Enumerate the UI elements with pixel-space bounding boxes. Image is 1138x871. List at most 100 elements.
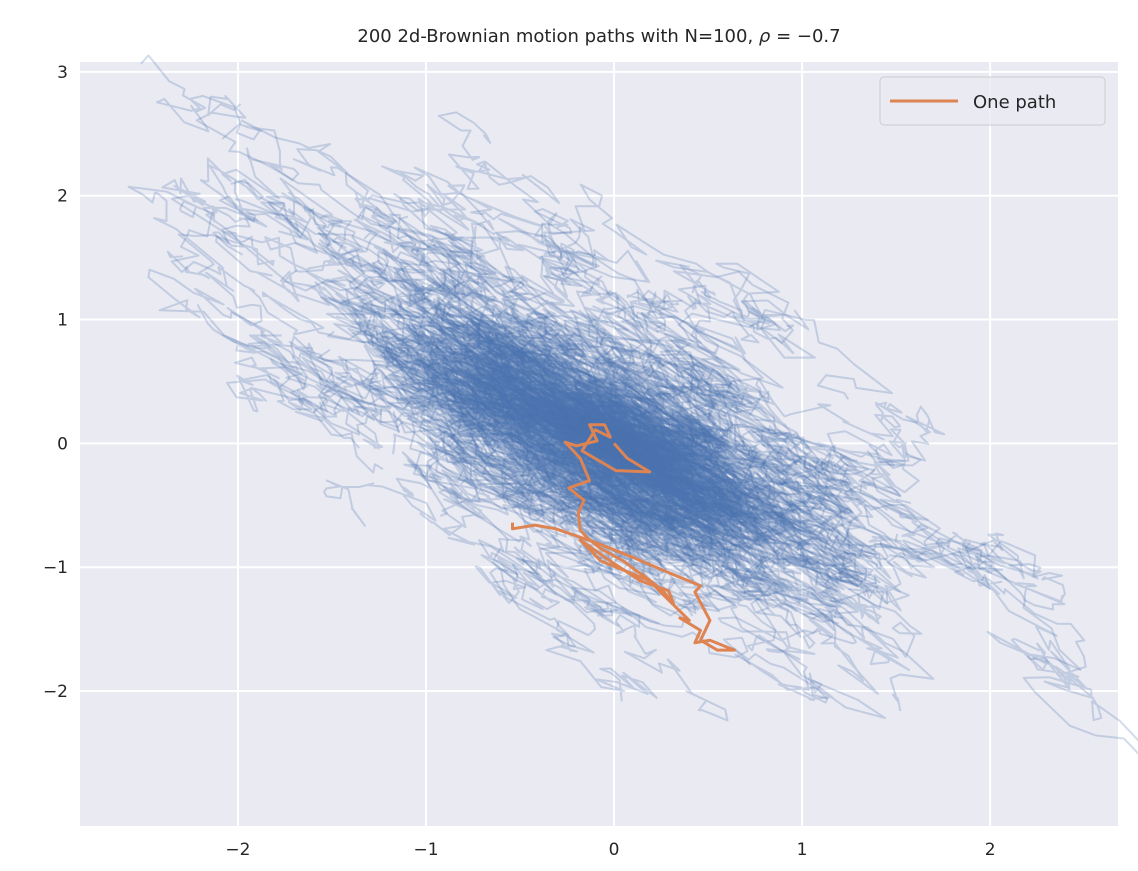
background-path <box>460 311 752 503</box>
background-path <box>386 305 674 566</box>
background-path <box>596 313 849 490</box>
background-path <box>493 320 758 498</box>
background-path <box>592 289 784 488</box>
background-path <box>495 405 879 603</box>
background-path <box>195 94 616 444</box>
background-path <box>347 300 620 444</box>
background-path <box>503 362 878 588</box>
background-path <box>460 351 718 495</box>
background-path <box>577 400 797 545</box>
background-path <box>552 419 738 589</box>
background-path <box>613 426 859 588</box>
x-tick-label: 0 <box>609 840 620 860</box>
background-path <box>613 436 935 712</box>
background-path <box>367 165 615 451</box>
background-path <box>315 369 615 484</box>
background-path <box>468 308 615 464</box>
background-path <box>337 269 637 451</box>
background-path <box>305 270 650 461</box>
background-path <box>439 422 689 553</box>
background-path <box>613 440 1138 755</box>
background-path <box>503 349 701 483</box>
background-path <box>344 171 655 466</box>
background-path <box>408 351 666 473</box>
background-path <box>550 388 834 623</box>
background-path <box>546 410 727 551</box>
background-path <box>579 415 829 700</box>
background-path <box>564 395 742 521</box>
background-path <box>404 398 678 510</box>
background-path <box>230 178 757 485</box>
background-path <box>598 442 769 612</box>
background-path <box>600 442 867 615</box>
background-path <box>140 54 644 447</box>
background-path <box>488 400 819 569</box>
background-path <box>556 375 701 524</box>
background-path <box>469 343 756 518</box>
background-path <box>411 308 658 453</box>
background-path <box>611 308 894 581</box>
one-path-line <box>511 423 736 652</box>
background-path <box>481 335 1042 580</box>
background-path <box>374 268 718 513</box>
background-path <box>590 442 923 658</box>
background-path <box>541 318 770 501</box>
background-path <box>422 413 728 538</box>
background-path <box>506 369 857 486</box>
x-tick-label: 2 <box>985 840 996 860</box>
background-path <box>444 305 685 462</box>
background-path <box>462 325 696 533</box>
background-path <box>428 276 712 457</box>
background-path <box>212 219 644 456</box>
background-path <box>441 346 671 460</box>
background-path <box>370 331 658 445</box>
background-path <box>517 391 790 565</box>
y-tick-label: 2 <box>57 187 68 207</box>
background-path <box>504 257 785 465</box>
background-path <box>595 438 865 560</box>
background-path <box>260 191 673 458</box>
background-path <box>502 355 727 578</box>
background-path <box>522 380 758 533</box>
background-path <box>221 119 631 464</box>
background-path <box>326 330 666 509</box>
background-path <box>612 284 816 480</box>
background-path <box>418 244 616 457</box>
background-path <box>541 404 726 512</box>
background-path <box>435 240 731 445</box>
background-path <box>586 373 744 479</box>
x-tick-label: −1 <box>413 840 438 860</box>
background-path <box>413 326 695 470</box>
background-path <box>549 414 743 566</box>
background-path <box>383 342 615 493</box>
background-path <box>474 422 686 628</box>
background-path <box>405 354 659 484</box>
background-path <box>463 297 821 496</box>
background-path <box>391 341 701 485</box>
y-tick-label: −1 <box>43 558 68 578</box>
background-path <box>505 372 736 469</box>
background-path <box>598 288 749 523</box>
background-path <box>613 442 785 614</box>
background-path <box>403 227 720 483</box>
background-path <box>576 440 851 557</box>
background-path <box>538 397 840 625</box>
background-path <box>590 369 946 516</box>
background-path <box>528 361 701 513</box>
background-path <box>455 368 743 564</box>
background-path <box>614 414 922 560</box>
background-path <box>613 442 806 541</box>
tick-labels: −2 −1 0 1 2 −2 −1 0 1 2 3 <box>43 63 996 860</box>
background-path <box>523 419 765 568</box>
background-path <box>383 322 663 482</box>
background-path <box>161 177 616 450</box>
background-path <box>359 214 615 445</box>
background-path <box>450 348 655 486</box>
background-path <box>400 321 615 461</box>
background-path <box>527 438 735 589</box>
background-path <box>468 339 853 531</box>
background-path <box>317 360 618 490</box>
legend-label-one-path: One path <box>973 92 1056 113</box>
background-path <box>598 434 844 620</box>
